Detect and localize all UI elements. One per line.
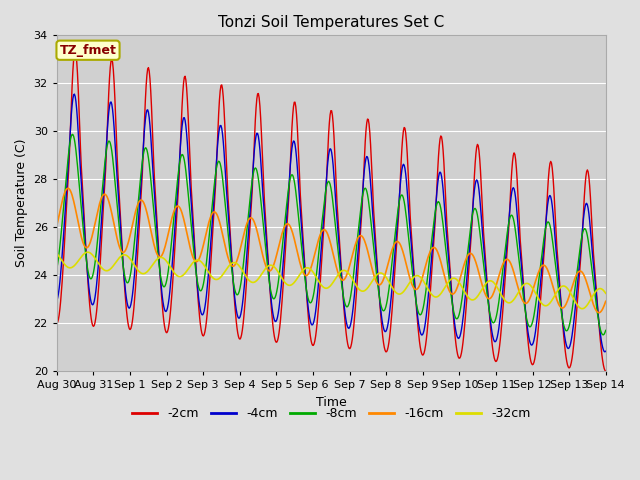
Line: -8cm: -8cm (57, 134, 605, 335)
-32cm (205, 270, 212, 276)
Line: -2cm: -2cm (57, 50, 605, 371)
-2cm (399, 135, 406, 141)
-8cm (120, 269, 128, 275)
-2cm (63, 200, 70, 205)
-4cm (601, 349, 609, 355)
-2cm (120, 276, 128, 281)
-32cm (602, 290, 609, 296)
-8cm (602, 327, 609, 333)
Legend: -2cm, -4cm, -8cm, -16cm, -32cm: -2cm, -4cm, -8cm, -16cm, -32cm (127, 402, 536, 425)
-4cm (205, 267, 212, 273)
-2cm (71, 48, 79, 53)
-4cm (120, 273, 128, 279)
-2cm (176, 158, 184, 164)
-16cm (205, 220, 212, 226)
Line: -32cm: -32cm (57, 252, 605, 309)
-32cm (578, 306, 586, 312)
-2cm (415, 331, 422, 337)
-4cm (63, 184, 70, 190)
Title: Tonzi Soil Temperatures Set C: Tonzi Soil Temperatures Set C (218, 15, 444, 30)
Text: TZ_fmet: TZ_fmet (60, 44, 116, 57)
-8cm (415, 310, 422, 316)
-8cm (63, 169, 70, 175)
-32cm (84, 249, 92, 255)
-32cm (53, 251, 61, 256)
-32cm (399, 289, 406, 295)
-8cm (399, 193, 406, 199)
-16cm (120, 249, 128, 255)
-16cm (65, 185, 72, 191)
-16cm (415, 284, 422, 290)
Line: -4cm: -4cm (57, 94, 605, 352)
-8cm (600, 332, 607, 338)
-16cm (602, 299, 609, 304)
Line: -16cm: -16cm (57, 188, 605, 312)
-4cm (176, 154, 184, 159)
-32cm (63, 264, 70, 269)
Y-axis label: Soil Temperature (C): Soil Temperature (C) (15, 139, 28, 267)
-16cm (53, 223, 61, 228)
-8cm (68, 132, 76, 137)
-4cm (415, 321, 422, 327)
-16cm (399, 248, 406, 253)
-4cm (602, 348, 609, 354)
-4cm (399, 163, 406, 169)
-32cm (120, 252, 128, 258)
-2cm (53, 320, 61, 326)
-32cm (176, 274, 184, 279)
-8cm (53, 265, 61, 271)
-8cm (176, 159, 184, 165)
-2cm (205, 292, 212, 298)
-16cm (176, 205, 184, 211)
X-axis label: Time: Time (316, 396, 347, 408)
-16cm (595, 310, 603, 315)
-4cm (53, 298, 61, 303)
-16cm (63, 186, 70, 192)
-2cm (602, 368, 609, 374)
-8cm (205, 238, 212, 243)
-4cm (70, 91, 78, 97)
-32cm (415, 273, 422, 279)
